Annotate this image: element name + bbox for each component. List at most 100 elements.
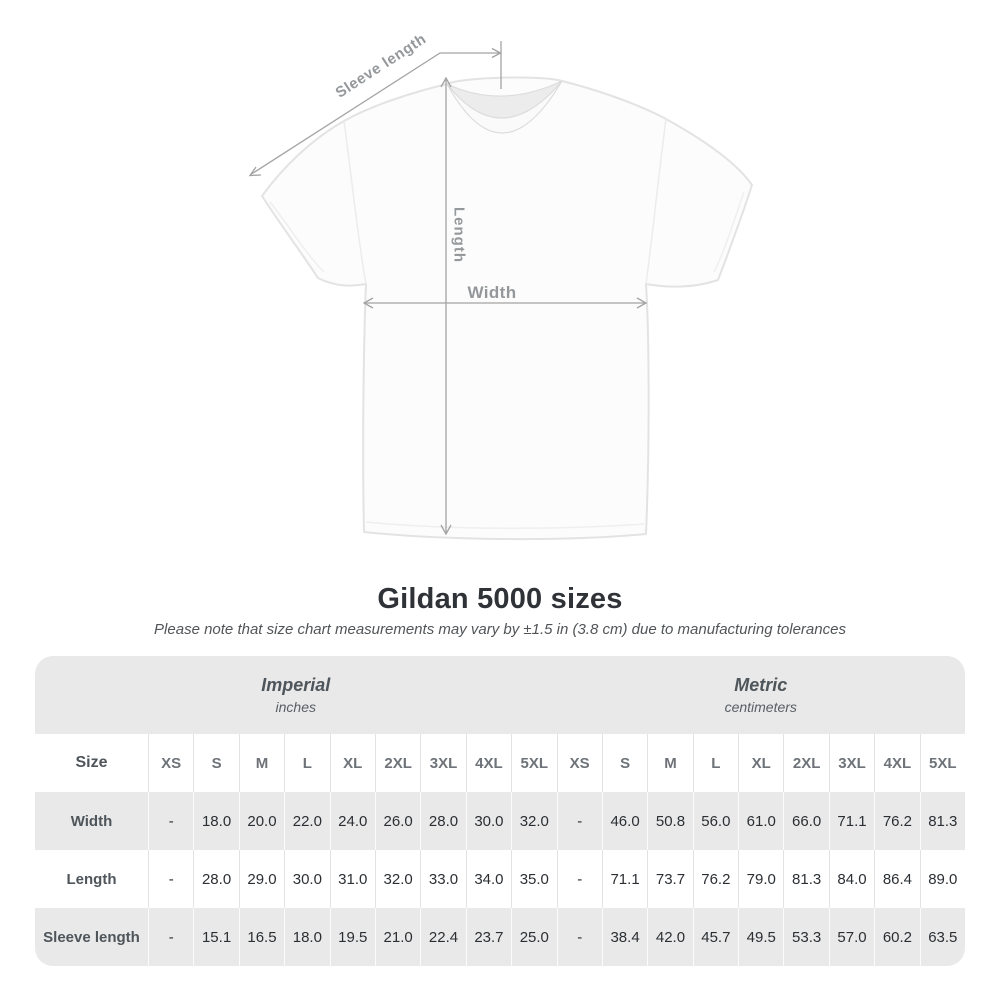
cell-imperial: - (148, 908, 194, 966)
width-arrow-left (362, 297, 374, 309)
tshirt-body (261, 76, 753, 541)
cell-imperial: 28.0 (420, 792, 466, 850)
cell-metric: 50.8 (647, 792, 693, 850)
collar-opening (447, 81, 562, 119)
cell-imperial: 30.0 (284, 850, 329, 908)
cell-metric: 57.0 (828, 908, 875, 966)
size-header-imperial-l: L (284, 734, 329, 792)
cell-metric: - (556, 850, 602, 908)
left-cuff-stitch (269, 201, 325, 273)
cell-metric: 42.0 (647, 908, 693, 966)
cell-metric: 73.7 (647, 850, 692, 908)
imperial-section-header: Imperial inches (35, 656, 557, 734)
cell-imperial: 32.0 (374, 850, 420, 908)
cell-metric: 71.1 (828, 792, 875, 850)
size-header-metric-2xl: 2XL (783, 734, 828, 792)
cell-metric: 76.2 (874, 792, 920, 850)
length-label: Length (450, 207, 468, 263)
cell-imperial: 31.0 (329, 850, 375, 908)
size-table: Imperial inches Metric centimeters Size X… (35, 656, 965, 966)
page-title: Gildan 5000 sizes (377, 583, 623, 615)
cell-imperial: 18.0 (284, 908, 330, 966)
cell-metric: 71.1 (601, 850, 647, 908)
cell-imperial: 35.0 (511, 850, 556, 908)
size-header-metric-3xl: 3XL (828, 734, 874, 792)
cell-metric: 76.2 (692, 850, 738, 908)
size-header-metric-m: M (647, 734, 692, 792)
row-label-width: Width (35, 792, 148, 850)
metric-label: Metric (734, 675, 788, 695)
left-armhole-seam (343, 120, 367, 285)
cell-metric: 81.3 (783, 850, 828, 908)
size-header-imperial-xl: XL (329, 734, 375, 792)
metric-section-header: Metric centimeters (556, 656, 965, 734)
cell-metric: 60.2 (874, 908, 920, 966)
cell-imperial: 16.5 (238, 908, 285, 966)
hem-stitch (365, 521, 645, 530)
cell-imperial: 32.0 (511, 792, 557, 850)
cell-imperial: 24.0 (329, 792, 375, 850)
row-label-length: Length (66, 870, 117, 888)
imperial-sublabel: inches (275, 699, 316, 715)
size-column-header: Size (75, 754, 108, 771)
cell-metric: 86.4 (874, 850, 919, 908)
cell-metric: 63.5 (919, 908, 965, 966)
cell-metric: 61.0 (738, 792, 784, 850)
size-header-imperial-5xl: 5XL (511, 734, 556, 792)
cell-metric: 81.3 (919, 792, 965, 850)
cell-imperial: 15.1 (193, 908, 239, 966)
cell-metric: 46.0 (601, 792, 648, 850)
width-arrow-right (636, 297, 648, 309)
cell-imperial: 33.0 (420, 850, 465, 908)
imperial-label: Imperial (261, 675, 331, 695)
cell-metric: 49.5 (738, 908, 784, 966)
size-header-metric-s: S (601, 734, 647, 792)
cell-metric: - (556, 908, 602, 966)
cell-metric: 66.0 (783, 792, 829, 850)
cell-metric: 56.0 (692, 792, 739, 850)
size-header-metric-l: L (692, 734, 738, 792)
cell-imperial: - (148, 792, 194, 850)
cell-imperial: 20.0 (238, 792, 285, 850)
size-header-imperial-xs: XS (148, 734, 193, 792)
cell-imperial: - (148, 850, 193, 908)
cell-metric: 53.3 (783, 908, 829, 966)
size-header-imperial-2xl: 2XL (374, 734, 420, 792)
cell-metric: - (556, 792, 602, 850)
row-label-sleeve-length: Sleeve length (35, 908, 148, 966)
size-header-metric-5xl: 5XL (919, 734, 965, 792)
right-cuff-stitch (713, 191, 745, 273)
metric-sublabel: centimeters (724, 699, 797, 715)
tolerance-note: Please note that size chart measurements… (154, 621, 846, 638)
cell-imperial: 23.7 (465, 908, 512, 966)
cell-imperial: 29.0 (238, 850, 284, 908)
right-armhole-seam (645, 118, 667, 285)
cell-imperial: 21.0 (374, 908, 421, 966)
cell-imperial: 26.0 (374, 792, 421, 850)
size-header-imperial-3xl: 3XL (420, 734, 465, 792)
size-header-imperial-s: S (193, 734, 238, 792)
size-header-metric-xs: XS (556, 734, 602, 792)
tshirt-illustration (248, 41, 753, 541)
cell-imperial: 22.4 (420, 908, 466, 966)
sleeve-dimension-line (249, 52, 500, 176)
cell-imperial: 22.0 (284, 792, 330, 850)
cell-imperial: 34.0 (465, 850, 511, 908)
sleeve-arrow-cuff (248, 166, 262, 177)
tshirt-measurement-figure: Sleeve length Length Width (248, 30, 753, 541)
cell-imperial: 25.0 (511, 908, 557, 966)
size-header-imperial-m: M (238, 734, 284, 792)
size-header-metric-4xl: 4XL (874, 734, 919, 792)
collar-back-seam (446, 80, 563, 97)
cell-metric: 89.0 (919, 850, 965, 908)
length-arrow-down (440, 524, 452, 536)
cell-metric: 38.4 (601, 908, 648, 966)
width-label: Width (467, 283, 517, 302)
cell-imperial: 30.0 (465, 792, 512, 850)
cell-imperial: 18.0 (193, 792, 239, 850)
cell-imperial: 19.5 (329, 908, 375, 966)
cell-metric: 45.7 (692, 908, 739, 966)
size-header-imperial-4xl: 4XL (465, 734, 511, 792)
size-header-metric-xl: XL (738, 734, 783, 792)
cell-metric: 84.0 (828, 850, 874, 908)
